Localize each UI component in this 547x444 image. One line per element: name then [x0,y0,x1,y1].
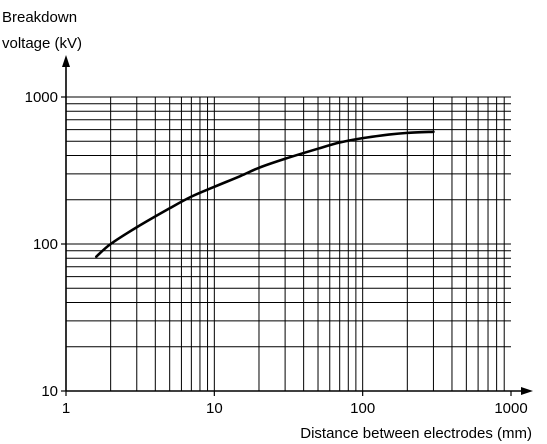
y-axis-label-line2: voltage (kV) [2,35,82,52]
x-tick-label: 1000 [494,400,527,417]
y-tick-label: 10 [41,383,58,400]
y-tick-label: 100 [33,236,58,253]
y-axis-label-line1: Breakdown [2,9,77,26]
x-tick-label: 100 [350,400,375,417]
y-axis-arrow-icon [62,55,70,67]
x-tick-label: 1 [62,400,70,417]
x-axis-label: Distance between electrodes (mm) [300,425,532,442]
series [94,130,435,258]
y-tick-label: 1000 [25,89,58,106]
axes [62,55,533,395]
x-axis-arrow-icon [521,387,533,395]
grid-lines [66,96,511,391]
breakdown-voltage-curve [94,130,435,258]
x-tick-label: 10 [206,400,223,417]
